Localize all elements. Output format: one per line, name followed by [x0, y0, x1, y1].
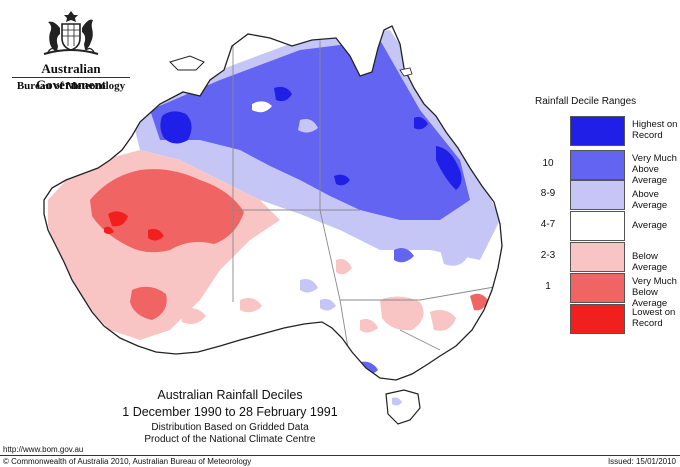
map-period: 1 December 1990 to 28 February 1991 [122, 405, 338, 419]
legend-swatch-highest [570, 116, 625, 146]
legend-label: Highest on Record [632, 119, 678, 141]
legend-row-highest: Highest on Record [530, 116, 678, 146]
legend-label: Below Average [632, 251, 668, 273]
legend-row-very-much-above: 10 Very Much Above Average [530, 150, 678, 186]
map-title: Australian Rainfall Deciles [157, 388, 303, 402]
legend-row-lowest: Lowest on Record [530, 304, 678, 334]
map-note-gridded: Distribution Based on Gridded Data [151, 422, 309, 433]
legend-label: Above Average [632, 189, 668, 211]
footer-copyright: © Commonwealth of Australia 2010, Austra… [3, 457, 252, 466]
legend-value: 10 [542, 158, 554, 169]
legend-value: 4-7 [540, 219, 556, 230]
legend-title: Rainfall Decile Ranges [535, 96, 637, 107]
legend-label: Very Much Above Average [632, 153, 677, 186]
header-divider [12, 77, 130, 78]
footer-divider [0, 455, 680, 456]
legend-value: 1 [545, 281, 551, 292]
legend-row-average: 4-7 Average [530, 211, 678, 241]
footer-issued-date: Issued: 15/01/2010 [607, 457, 676, 466]
legend-value: 8-9 [540, 188, 556, 199]
legend-swatch-very-much-above [570, 150, 625, 180]
legend-label: Very Much Below Average [632, 276, 677, 309]
legend-row-above: 8-9 Above Average [530, 180, 678, 211]
map-note-product: Product of the National Climate Centre [144, 434, 316, 445]
legend-swatch-very-much-below [570, 273, 625, 303]
legend-label: Average [632, 220, 668, 231]
legend-swatch-below [570, 242, 625, 272]
footer-url[interactable]: http://www.bom.gov.au [3, 445, 84, 454]
legend-swatch-lowest [570, 304, 625, 334]
legend-row-below: 2-3 Below Average [530, 242, 678, 273]
legend-label: Lowest on Record [632, 307, 676, 329]
legend-swatch-above [570, 180, 625, 210]
legend-value: 2-3 [540, 250, 556, 261]
government-title: Australian Government [35, 61, 107, 92]
legend-swatch-average [570, 211, 625, 241]
legend-row-very-much-below: 1 Very Much Below Average [530, 273, 678, 309]
coat-of-arms-icon [43, 11, 99, 55]
agency-name: Bureau of Meteorology [16, 80, 126, 92]
